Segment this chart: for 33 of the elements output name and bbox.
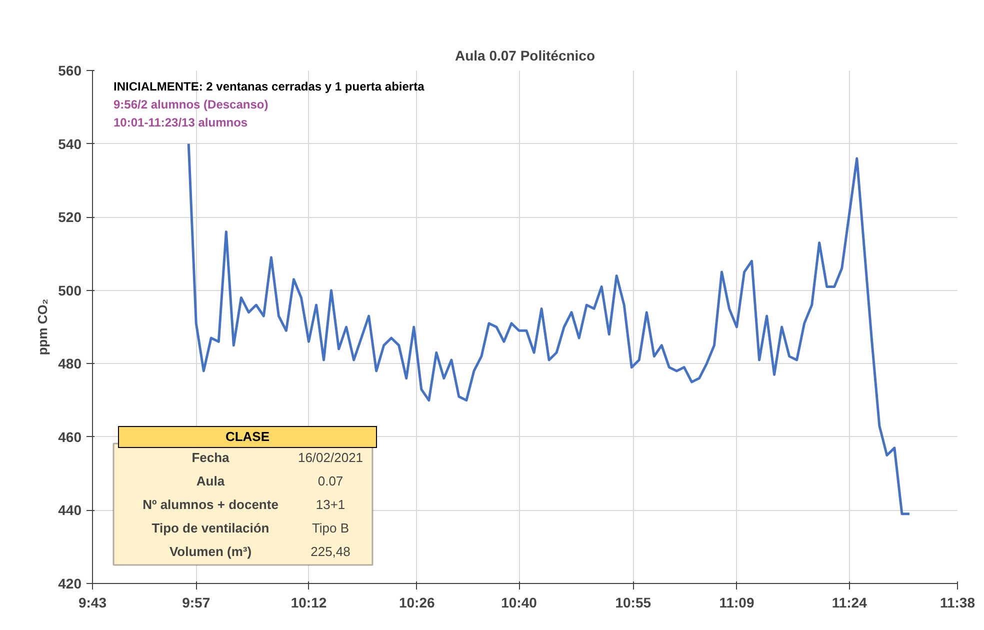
annotation: Aula [196, 473, 226, 488]
y-axis-title: ppm CO₂ [35, 298, 50, 356]
annotation: Tipo B [312, 520, 350, 536]
annotation: Nº alumnos + docente [142, 496, 278, 512]
x-tick-label: 10:26 [398, 594, 435, 610]
y-tick-label: 460 [58, 428, 82, 445]
x-tick-label: 11:09 [719, 594, 754, 610]
y-tick-label: 500 [58, 282, 82, 298]
annotation: 9:56/2 alumnos (Descanso) [114, 98, 268, 112]
y-tick-label: 420 [58, 576, 82, 592]
annotation: Tipo de ventilación [152, 520, 270, 536]
annotation: Fecha [192, 450, 230, 465]
annotation: 225,48 [310, 544, 350, 559]
annotation: Volumen (m³) [169, 544, 252, 559]
picture-table-header: CLASE [118, 426, 377, 448]
x-tick-label: 10:12 [290, 594, 327, 610]
x-tick-label: 9:43 [78, 594, 107, 610]
y-tick-label: 520 [58, 209, 82, 226]
x-tick-label: 10:40 [501, 594, 538, 610]
annotation: 16/02/2021 [298, 450, 364, 465]
x-tick-label: 11:38 [940, 594, 976, 610]
x-tick-label: 10:55 [615, 594, 652, 610]
y-tick-label: 440 [58, 502, 82, 518]
annotation: 0.07 [318, 473, 344, 488]
y-tick-label: 540 [58, 136, 82, 152]
annotation: 13+1 [316, 496, 346, 512]
x-tick-label: 11:24 [832, 594, 868, 610]
annotation: 10:01-11:23/13 alumnos [114, 116, 248, 130]
y-tick-label: 560 [58, 62, 82, 78]
x-tick-label: 9:57 [182, 594, 210, 610]
chart-title: Aula 0.07 Politécnico [454, 48, 596, 64]
y-tick-label: 480 [58, 356, 82, 372]
annotation: INICIALMENTE: 2 ventanas cerradas y 1 puerta abierta [114, 80, 425, 94]
